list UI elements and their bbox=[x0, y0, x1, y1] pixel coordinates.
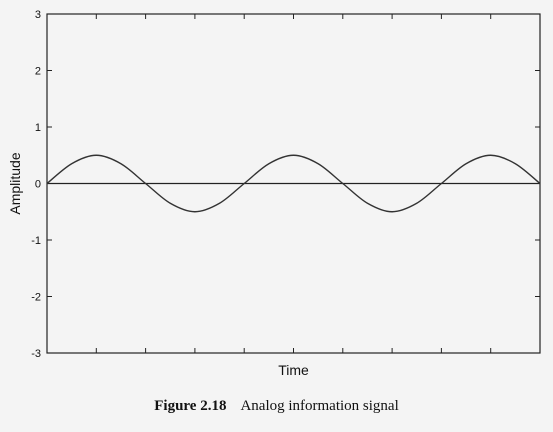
x-axis-ticks bbox=[95, 14, 492, 353]
series-layer bbox=[46, 154, 541, 213]
y-tick-label: 1 bbox=[35, 122, 41, 134]
y-tick-label: -3 bbox=[31, 348, 41, 360]
y-tick-label: -1 bbox=[31, 235, 41, 247]
y-tick-label: 3 bbox=[35, 9, 41, 21]
figure-caption: Figure 2.18 Analog information signal bbox=[0, 398, 553, 415]
caption-text: Analog information signal bbox=[240, 398, 399, 414]
y-axis-title: Amplitude bbox=[7, 152, 23, 214]
chart: 3 2 1 0 -1 -2 -3 Time Amplitude bbox=[7, 9, 541, 378]
y-tick-label: -2 bbox=[31, 292, 41, 304]
y-tick-label: 2 bbox=[35, 66, 41, 78]
caption-label: Figure 2.18 bbox=[154, 398, 227, 414]
x-axis-title: Time bbox=[278, 362, 309, 378]
y-axis-ticks: 3 2 1 0 -1 -2 -3 bbox=[31, 9, 540, 360]
y-tick-label: 0 bbox=[35, 179, 41, 191]
